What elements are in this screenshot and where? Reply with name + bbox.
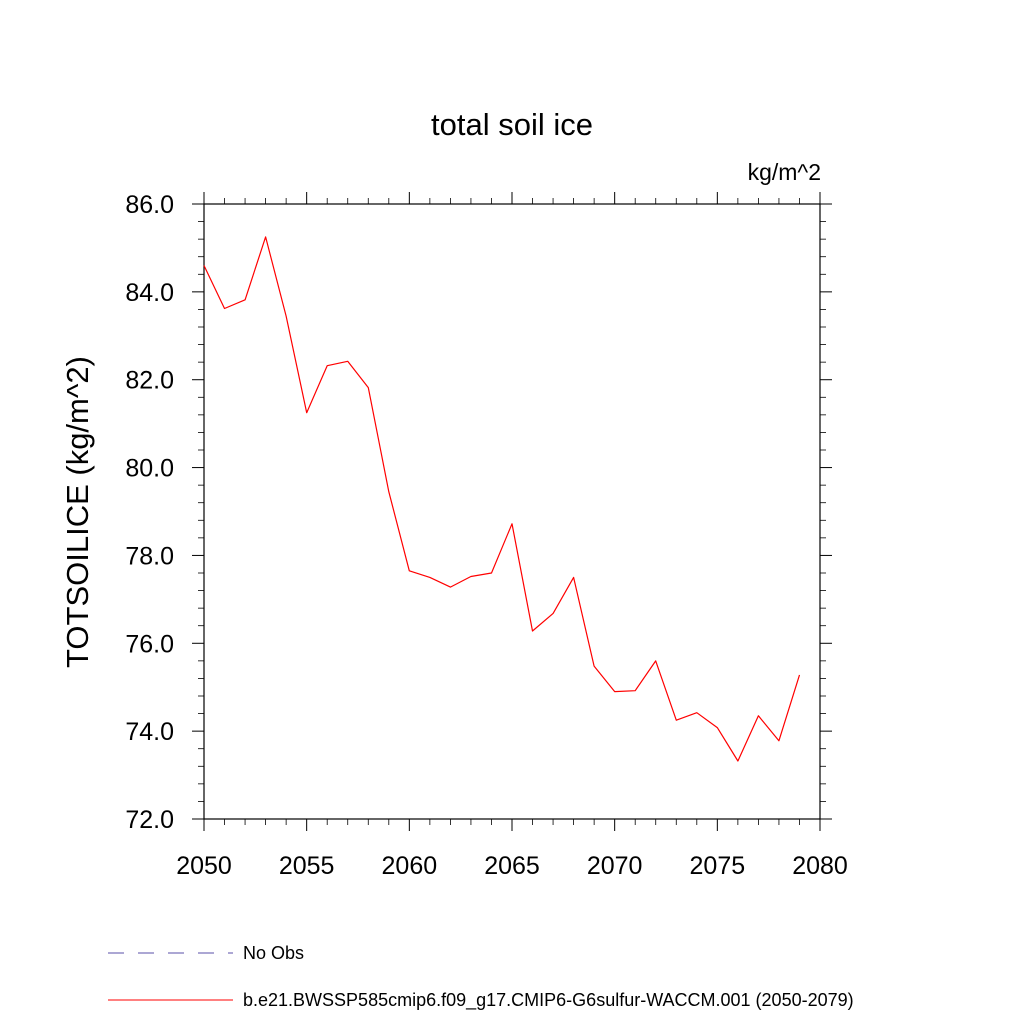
x-tick-label: 2055 <box>279 852 335 880</box>
y-tick-label: 86.0 <box>125 191 174 219</box>
y-axis-label: TOTSOILICE (kg/m^2) <box>60 356 95 668</box>
y-tick-label: 82.0 <box>125 367 174 395</box>
y-tick-label: 84.0 <box>125 279 174 307</box>
legend-label-series: b.e21.BWSSP585cmip6.f09_g17.CMIP6-G6sulf… <box>243 990 854 1011</box>
y-tick-label: 74.0 <box>125 718 174 746</box>
x-tick-label: 2070 <box>587 852 643 880</box>
plot-frame <box>203 203 821 820</box>
legend-label-no-obs: No Obs <box>243 943 304 963</box>
plot-series <box>203 236 801 762</box>
units-label: kg/m^2 <box>748 159 821 185</box>
legend: No Obs b.e21.BWSSP585cmip6.f09_g17.CMIP6… <box>108 943 854 1011</box>
y-tick-label: 78.0 <box>125 542 174 570</box>
x-tick-label: 2060 <box>382 852 438 880</box>
x-tick-label: 2065 <box>484 852 540 880</box>
chart-title: total soil ice <box>431 107 593 142</box>
y-tick-label: 80.0 <box>125 455 174 483</box>
series-line <box>203 236 801 762</box>
x-tick-label: 2075 <box>690 852 746 880</box>
x-tick-label: 2080 <box>792 852 848 880</box>
axes: 72.0 74.0 76.0 78.0 80.0 82.0 84.0 86.0 2050 2055… <box>125 191 847 880</box>
y-tick-label: 76.0 <box>125 630 174 658</box>
y-tick-label: 72.0 <box>125 806 174 834</box>
x-tick-label: 2050 <box>176 852 232 880</box>
